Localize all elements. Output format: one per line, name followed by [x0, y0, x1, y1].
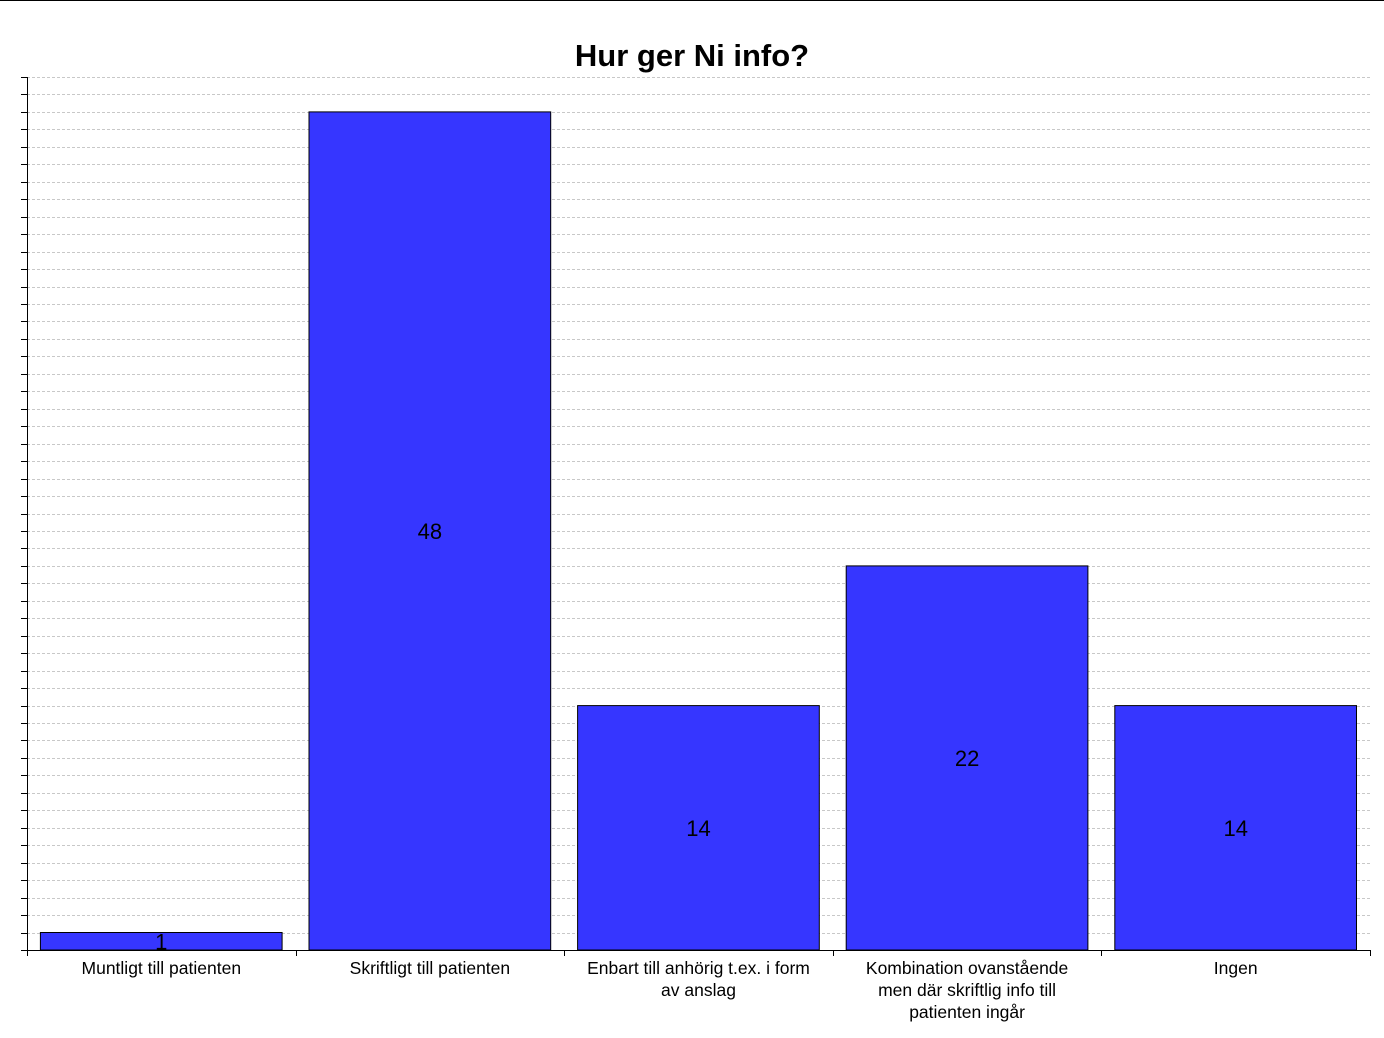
category-label: men där skriftlig info till [878, 980, 1056, 1000]
chart-title: Hur ger Ni info? [575, 38, 809, 73]
category-label: Kombination ovanstående [866, 958, 1068, 978]
bar [308, 111, 552, 951]
value-labels: 1 48 14 22 14 [155, 519, 1248, 954]
value-label: 14 [686, 816, 710, 841]
category-label: Muntligt till patienten [82, 958, 242, 978]
category-label: av anslag [661, 980, 736, 1000]
category-label: patienten ingår [909, 1002, 1025, 1022]
category-label: Enbart till anhörig t.ex. i form [587, 958, 810, 978]
bar [577, 705, 820, 951]
value-label: 1 [155, 929, 167, 954]
axes [21, 77, 1371, 956]
gridlines [27, 77, 1370, 934]
bar [1114, 705, 1358, 951]
bars [39, 111, 1358, 951]
category-label: Skriftligt till patienten [350, 958, 511, 978]
category-labels: Muntligt till patienten Skriftligt till p… [82, 958, 1258, 1022]
category-label: Ingen [1214, 958, 1258, 978]
value-label: 48 [418, 519, 442, 544]
value-label: 22 [955, 746, 979, 771]
bar [845, 565, 1089, 951]
value-label: 14 [1223, 816, 1247, 841]
top-border-line [0, 0, 1384, 1]
